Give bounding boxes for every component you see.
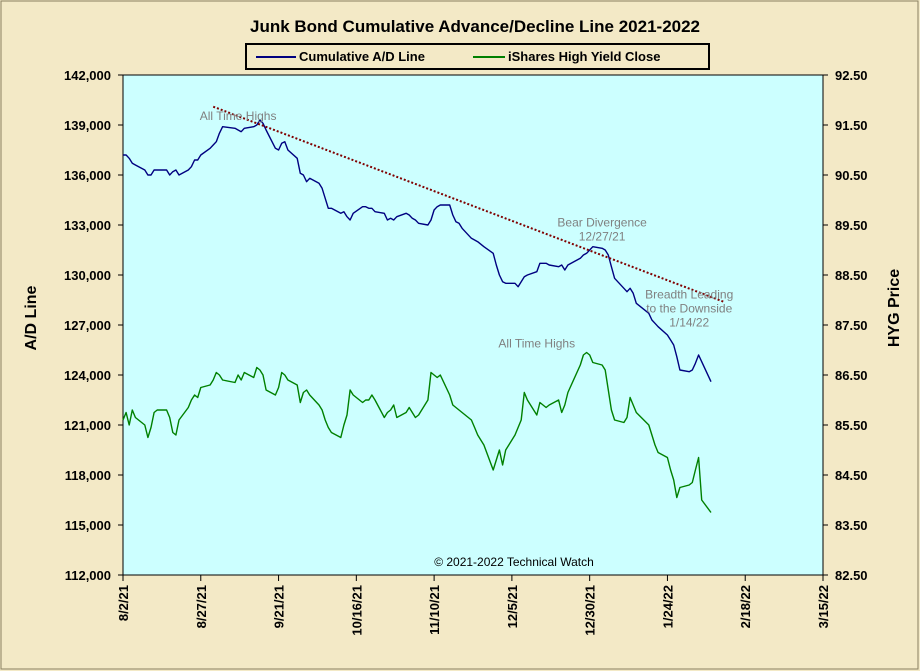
chart-title: Junk Bond Cumulative Advance/Decline Lin…	[250, 17, 700, 36]
y-tick-label: 121,000	[64, 418, 111, 433]
y2-tick-label: 92.50	[835, 68, 868, 83]
y2-tick-label: 86.50	[835, 368, 868, 383]
x-tick-label: 1/24/22	[660, 585, 675, 628]
x-tick-label: 8/2/21	[116, 585, 131, 621]
y-axis-right: 92.50 91.50 90.50 89.50 88.50 87.50 86.50 85.50…	[823, 68, 868, 583]
y-tick-label: 133,000	[64, 218, 111, 233]
y2-tick-label: 85.50	[835, 418, 868, 433]
x-tick-label: 3/15/22	[816, 585, 831, 628]
x-tick-label: 9/21/21	[272, 585, 287, 628]
x-tick-label: 11/10/21	[427, 585, 442, 635]
y-tick-label: 118,000	[65, 468, 111, 483]
y2-tick-label: 89.50	[835, 218, 868, 233]
annotation: All Time Highs	[200, 109, 277, 123]
y-tick-label: 124,000	[64, 368, 111, 383]
x-axis: 8/2/21 8/27/21 9/21/21 10/16/21 11/10/21 12/5…	[116, 575, 831, 636]
y-tick-label: 115,000	[65, 518, 111, 533]
x-tick-label: 10/16/21	[349, 585, 364, 636]
legend: Cumulative A/D Line iShares High Yield C…	[245, 43, 710, 70]
x-tick-label: 8/27/21	[194, 585, 209, 628]
x-tick-label: 12/5/21	[505, 585, 520, 628]
copyright-note: © 2021-2022 Technical Watch	[434, 555, 594, 569]
plot-area	[122, 74, 824, 576]
legend-label-ad-line: Cumulative A/D Line	[299, 49, 425, 64]
series-layer	[122, 105, 724, 513]
y2-tick-label: 91.50	[835, 118, 868, 133]
y2-axis-label: HYG Price	[886, 269, 903, 347]
x-tick-label: 2/18/22	[738, 585, 753, 628]
ad-line-series	[123, 119, 712, 382]
x-tick-label: 12/30/21	[583, 585, 598, 636]
y-axis-left: 142,000 139,000 136,000 133,000 130,000 127,0…	[64, 68, 123, 583]
legend-label-hyg: iShares High Yield Close	[508, 49, 660, 64]
y-tick-label: 130,000	[64, 268, 111, 283]
annotation: Breadth Leading to the Downside 1/14/22	[645, 287, 733, 329]
y2-tick-label: 83.50	[835, 518, 868, 533]
y2-tick-label: 90.50	[835, 168, 868, 183]
y2-tick-label: 88.50	[835, 268, 868, 283]
y-tick-label: 112,000	[65, 568, 111, 583]
annotation: All Time Highs	[498, 337, 575, 351]
y2-tick-label: 87.50	[835, 318, 868, 333]
y-tick-label: 127,000	[64, 318, 111, 333]
hyg-close-series	[122, 351, 712, 513]
y-tick-label: 139,000	[64, 118, 111, 133]
trendline	[212, 105, 724, 303]
y-tick-label: 136,000	[64, 168, 111, 183]
y-tick-label: 142,000	[64, 68, 111, 83]
annotation: Bear Divergence 12/27/21	[557, 216, 647, 244]
y2-tick-label: 82.50	[835, 568, 868, 583]
annotation-layer: All Time Highs Bear Divergence 12/27/21 Bre…	[200, 109, 733, 351]
y-axis-label: A/D Line	[23, 285, 40, 350]
y2-tick-label: 84.50	[835, 468, 868, 483]
